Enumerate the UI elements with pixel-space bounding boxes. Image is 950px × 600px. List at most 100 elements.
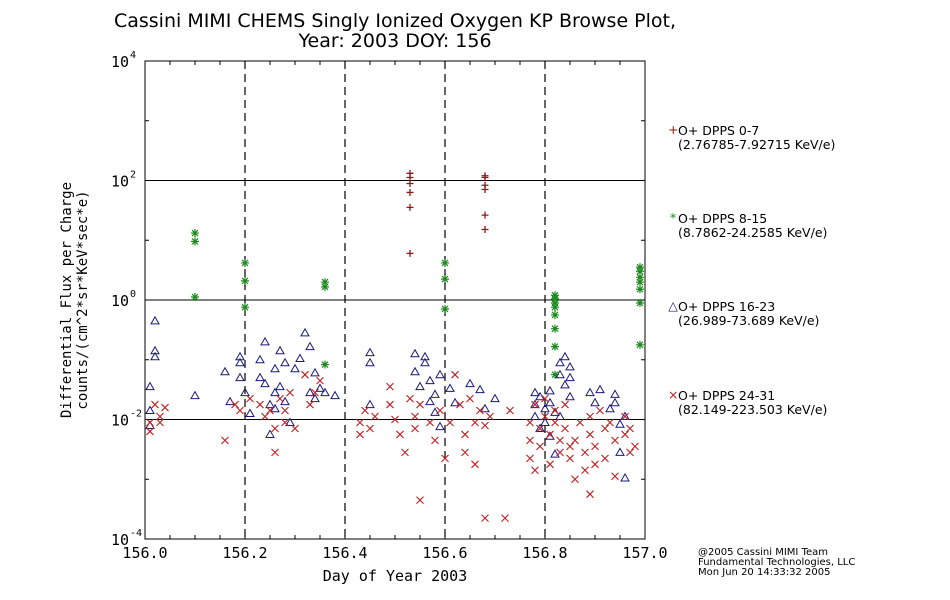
triangle-point (565, 391, 575, 401)
plus-point (406, 203, 414, 211)
triangle-point (145, 381, 155, 391)
x-point (441, 454, 449, 463)
triangle-point (425, 396, 435, 406)
x-point (586, 430, 594, 439)
x-point (236, 406, 244, 415)
x-point (461, 448, 469, 457)
asterisk-point (636, 267, 644, 276)
x-point (471, 418, 479, 427)
triangle-point (265, 399, 275, 409)
asterisk-point (441, 275, 449, 284)
x-point (231, 400, 239, 409)
triangle-point (265, 429, 275, 438)
triangle-point (445, 383, 455, 392)
triangle-point (290, 363, 300, 373)
x-point (156, 418, 164, 427)
plus-point (481, 225, 489, 233)
x-point (256, 400, 264, 409)
y-axis-label-line1: Differential Flux per Charge (59, 182, 75, 418)
asterisk-point (241, 258, 249, 267)
chart-title-line2: Year: 2003 DOY: 156 (298, 30, 492, 52)
x-point (471, 460, 479, 469)
x-point (626, 424, 634, 433)
x-point (416, 400, 424, 409)
x-point (531, 400, 539, 409)
asterisk-point (241, 303, 249, 312)
x-point (621, 430, 629, 439)
x-point (161, 403, 169, 412)
x-point (531, 466, 539, 475)
legend-entry-0: + O+ DPPS 0-7 (2.76785-7.92715 KeV/e) (668, 123, 835, 152)
y-tick-label: 10 (111, 53, 129, 71)
series-1 (191, 229, 644, 379)
triangle-point (550, 407, 560, 416)
plus-marker-icon: + (668, 122, 679, 137)
triangle-point (530, 399, 540, 409)
asterisk-point (551, 298, 559, 307)
x-point (281, 406, 289, 415)
x-point (156, 412, 164, 421)
triangle-point (535, 423, 545, 432)
triangle-marker-icon: △ (668, 298, 678, 313)
triangle-point (530, 387, 540, 397)
triangle-point (545, 431, 555, 440)
triangle-point (555, 411, 565, 421)
credit-line3: Mon Jun 20 14:33:32 2005 (698, 567, 831, 578)
legend-entry-3: × O+ DPPS 24-31 (82.149-223.503 KeV/e) (668, 388, 827, 417)
x-point (396, 430, 404, 439)
triangle-point (330, 390, 340, 400)
asterisk-point (191, 237, 199, 246)
credit-line2: Fundamental Technologies, LLC (698, 557, 856, 568)
x-point (366, 424, 374, 433)
x-point (591, 460, 599, 469)
legend-name-1: O+ DPPS 8-15 (678, 211, 768, 226)
asterisk-point (191, 229, 199, 238)
x-point (261, 412, 269, 421)
reference-lines (145, 180, 645, 420)
x-point (606, 418, 614, 427)
asterisk-point (441, 304, 449, 313)
triangle-point (315, 383, 325, 392)
x-point (371, 412, 379, 421)
x-tick-label: 156.0 (122, 544, 167, 562)
x-point (501, 514, 509, 522)
asterisk-point (321, 360, 329, 369)
x-point (541, 412, 549, 421)
x-axis-label: Day of Year 2003 (323, 567, 468, 585)
triangle-point (435, 369, 445, 379)
x-point (281, 418, 289, 427)
x-point (271, 448, 279, 457)
x-point (401, 448, 409, 457)
triangle-point (475, 384, 485, 394)
triangle-point (540, 417, 550, 426)
triangle-point (560, 351, 570, 361)
triangle-point (260, 378, 270, 388)
y-tick-exponent: -2 (130, 409, 142, 420)
legend-name-0: O+ DPPS 0-7 (678, 123, 760, 138)
triangle-point (430, 389, 440, 398)
asterisk-point (636, 263, 644, 272)
x-point (361, 406, 369, 415)
x-point (266, 406, 274, 415)
triangle-point (410, 366, 420, 376)
triangle-point (615, 447, 625, 456)
x-point (591, 442, 599, 451)
x-marker-icon: × (668, 387, 679, 402)
data-points (145, 169, 644, 522)
x-point (461, 430, 469, 439)
x-point (601, 424, 609, 433)
triangle-point (555, 357, 565, 367)
asterisk-point (441, 258, 449, 267)
triangle-point (610, 397, 620, 407)
triangle-point (150, 315, 160, 325)
triangle-point (280, 357, 290, 367)
plus-point (481, 174, 489, 182)
triangle-point (270, 363, 280, 373)
asterisk-point (636, 298, 644, 307)
x-point (596, 406, 604, 415)
x-point (426, 418, 434, 427)
triangle-point (225, 396, 235, 406)
x-point (586, 490, 594, 499)
asterisk-point (321, 278, 329, 287)
